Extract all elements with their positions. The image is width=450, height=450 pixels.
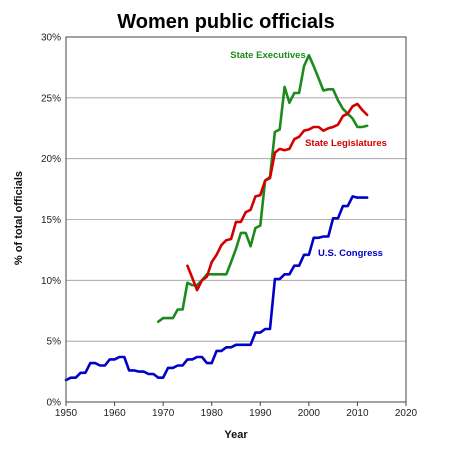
y-tick-label: 10% <box>41 276 61 287</box>
y-axis-label: % of total officials <box>13 171 25 265</box>
x-tick-label: 2000 <box>298 408 321 419</box>
gridlines <box>66 97 406 342</box>
y-tick-label: 5% <box>47 337 62 348</box>
x-tick-label: 1970 <box>152 408 175 419</box>
series-label-state-legislatures: State Legislatures <box>305 138 387 149</box>
y-tick-label: 25% <box>41 93 61 104</box>
y-tick-label: 15% <box>41 215 61 226</box>
x-tick-label: 1980 <box>201 408 224 419</box>
series-line-state-executives <box>157 53 369 324</box>
x-tick-label: 1960 <box>103 408 126 419</box>
series-labels: State Executives State Legislatures U.S. C… <box>230 50 387 259</box>
x-axis-label: Year <box>224 429 248 441</box>
x-tick-label: 1950 <box>55 408 78 419</box>
series-lines <box>64 53 369 382</box>
y-tick-label: 0% <box>47 398 62 409</box>
x-tick-label: 2010 <box>346 408 369 419</box>
series-line-us-congress <box>64 195 369 382</box>
series-label-us-congress: U.S. Congress <box>318 248 383 259</box>
tick-labels: 0% 5% 10% 15% 20% 25% 30% 1950 1960 1970 1980 1990 2… <box>41 33 418 420</box>
y-tick-label: 30% <box>41 33 61 44</box>
series-label-state-executives: State Executives <box>230 50 306 61</box>
x-tick-label: 1990 <box>249 408 272 419</box>
series-line-state-legislatures <box>186 102 369 292</box>
plot-frame <box>65 36 407 403</box>
x-tick-label: 2020 <box>395 408 418 419</box>
chart-title: Women public officials <box>117 11 334 33</box>
y-tick-label: 20% <box>41 154 61 165</box>
